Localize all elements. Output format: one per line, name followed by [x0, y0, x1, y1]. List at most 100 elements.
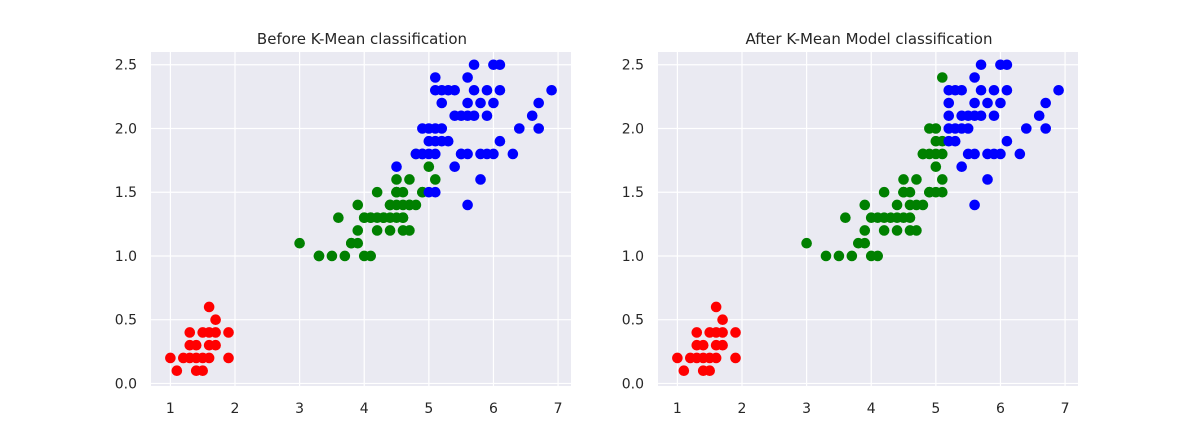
chart-before-point [365, 250, 376, 262]
chart-before-point [455, 148, 467, 160]
chart-after-ytick: 1.0 [622, 249, 644, 265]
chart-before-point [346, 237, 357, 249]
chart-after-point [730, 327, 741, 338]
chart-after-point [840, 212, 851, 224]
chart-after-point [872, 250, 883, 262]
chart-after-point [943, 110, 955, 122]
chart-after-point [730, 352, 741, 364]
chart-after-point [1021, 123, 1032, 134]
chart-after-point [820, 250, 832, 262]
chart-before-point [514, 123, 525, 134]
chart-after-point [672, 352, 683, 364]
chart-after-points [672, 59, 1064, 377]
chart-after-point [924, 123, 935, 134]
chart-before-point [391, 161, 402, 173]
chart-before-point [223, 352, 234, 364]
chart-after-point [801, 237, 812, 249]
chart-after-point [969, 72, 980, 83]
chart-before-point [171, 365, 183, 377]
chart-before-point [526, 110, 538, 122]
chart-after-point [1001, 135, 1013, 147]
chart-after-point [710, 352, 722, 364]
chart-before-point [423, 148, 435, 160]
chart-after-ytick: 1.5 [622, 185, 644, 201]
chart-after-point [846, 250, 858, 262]
chart-before-point [468, 59, 480, 71]
chart-before-point [462, 110, 473, 122]
chart-after-point [930, 148, 942, 160]
chart-after-point [878, 186, 890, 198]
chart-after-point [833, 250, 845, 262]
chart-after-point [956, 110, 967, 122]
chart-after-xtick: 2 [738, 401, 747, 417]
chart-after-point [982, 174, 993, 185]
chart-before-point [391, 186, 402, 198]
chart-after-point [988, 84, 1000, 96]
chart-after-point [878, 212, 890, 224]
chart-before-point [223, 327, 234, 338]
chart-after-gridlines [658, 52, 1078, 386]
chart-before-point [378, 212, 389, 224]
chart-before-point [423, 135, 435, 147]
chart-after-point [943, 135, 955, 147]
chart-before-y-ticks: 0.0 0.5 1.0 1.5 2.0 2.5 [115, 58, 137, 393]
chart-before-point [333, 212, 344, 224]
chart-before-point [468, 84, 480, 96]
chart-after-point [1040, 97, 1051, 109]
chart-before-point [184, 339, 196, 351]
chart-before-point [391, 199, 402, 211]
chart-after-point [710, 339, 722, 351]
chart-before-ytick: 0.5 [115, 313, 137, 329]
chart-after-point [917, 199, 929, 211]
chart-before-ytick: 2.5 [115, 58, 137, 74]
chart-before-point [352, 199, 364, 211]
chart-after-xtick: 5 [931, 401, 940, 417]
chart-before-point [481, 84, 493, 96]
chart-before-point [475, 97, 486, 109]
chart-after-point [704, 327, 715, 338]
chart-after-point [1001, 84, 1013, 96]
chart-after-xtick: 3 [802, 401, 811, 417]
chart-before-point [436, 123, 448, 134]
chart-before-point [371, 225, 383, 236]
chart-after-point [988, 148, 1000, 160]
chart-after-point [853, 237, 864, 249]
chart-after-x-ticks: 1 2 3 4 5 6 7 [673, 401, 1070, 417]
chart-before-point [449, 84, 460, 96]
chart-before-point [417, 123, 428, 134]
chart-after-point [904, 225, 916, 236]
chart-before-point [481, 148, 493, 160]
chart-after-point [1033, 110, 1045, 122]
chart-before-point [313, 250, 325, 262]
chart-before-point [494, 84, 506, 96]
chart-after-point [930, 135, 942, 147]
chart-before-x-ticks: 1 2 3 4 5 6 7 [166, 401, 563, 417]
chart-before-point [546, 84, 557, 96]
chart-before-point [190, 365, 202, 377]
chart-before-xtick: 6 [489, 401, 498, 417]
chart-after-xtick: 4 [867, 401, 876, 417]
chart-before-xtick: 7 [554, 401, 563, 417]
chart-before-point [533, 123, 544, 134]
chart-before-point [436, 84, 448, 96]
chart-after-point [995, 97, 1006, 109]
chart-after-point [969, 110, 980, 122]
chart-after-point [904, 212, 916, 224]
chart-after-point [943, 97, 955, 109]
chart-after-point [691, 327, 703, 338]
chart-after-point [937, 72, 948, 83]
chart-after-point [1040, 123, 1051, 134]
chart-after-point [969, 97, 980, 109]
chart-before-point [449, 110, 460, 122]
chart-after-point [678, 365, 690, 377]
chart-after-point [962, 148, 974, 160]
chart-before-point [449, 161, 460, 173]
chart-after-ytick: 0.0 [622, 376, 644, 392]
chart-before-point [203, 301, 215, 313]
chart-before-point [203, 339, 215, 351]
chart-before-point [436, 135, 448, 147]
chart-before-point [178, 352, 189, 364]
chart-after-ytick: 0.5 [622, 313, 644, 329]
chart-after-ytick: 2.5 [622, 58, 644, 74]
